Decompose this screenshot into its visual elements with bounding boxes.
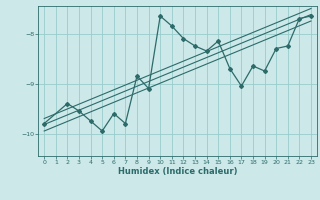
- X-axis label: Humidex (Indice chaleur): Humidex (Indice chaleur): [118, 167, 237, 176]
